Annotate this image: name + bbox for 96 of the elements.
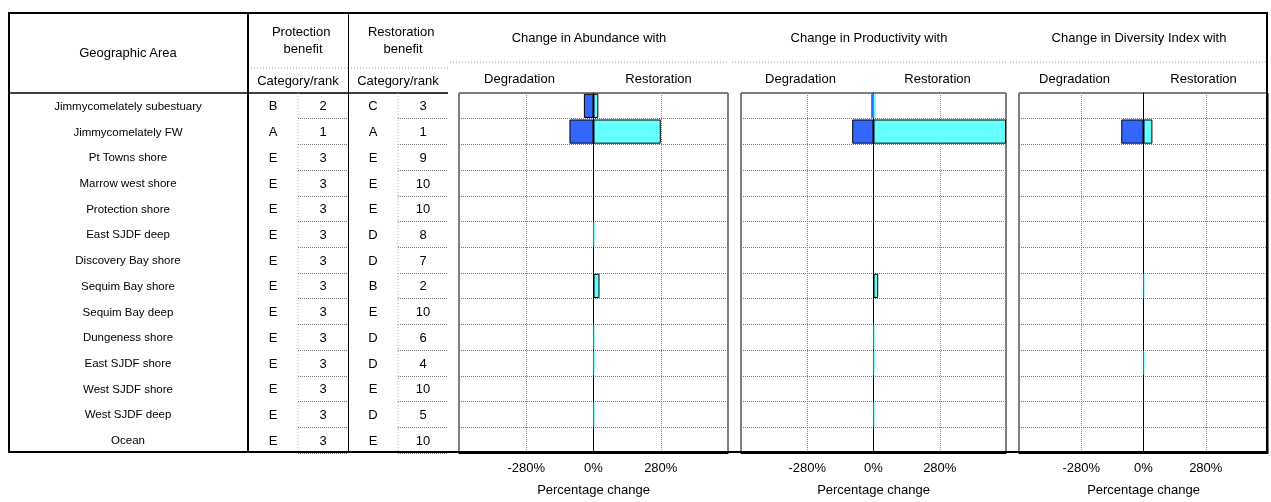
x-tick-label: -280% xyxy=(788,460,827,475)
category-label: C xyxy=(368,98,378,114)
category-label: Discovery Bay shore xyxy=(75,254,181,267)
text: 3 xyxy=(319,278,327,294)
category-label: East SJDF deep xyxy=(86,228,170,241)
chart-title: Change in Diversity Index with xyxy=(1051,29,1227,45)
category-label: A xyxy=(268,124,278,140)
x-tick-label: 280% xyxy=(1189,460,1223,475)
category-label: E xyxy=(268,406,278,422)
category-label: Jimmycomelately subestuary xyxy=(54,99,202,112)
category-label: E xyxy=(268,201,278,217)
text: 1 xyxy=(319,124,327,140)
text: Category/rank xyxy=(357,72,440,88)
text: 10 xyxy=(415,175,431,191)
category-label: E xyxy=(368,175,378,191)
category-label: B xyxy=(268,98,278,114)
x-tick-label: 280% xyxy=(923,460,957,475)
x-axis-title: Percentage change xyxy=(817,482,930,497)
category-label: E xyxy=(268,149,278,165)
category-label: West SJDF deep xyxy=(84,408,172,421)
text: 5 xyxy=(419,406,427,422)
category-label: E xyxy=(268,278,278,294)
text: Degradation xyxy=(484,70,555,86)
category-label: Sequim Bay shore xyxy=(81,279,175,292)
category-label: E xyxy=(268,252,278,268)
text: Restoration benefit xyxy=(367,24,439,56)
text: 3 xyxy=(319,355,327,371)
category-label: A xyxy=(368,124,378,140)
text: Geographic Area xyxy=(79,44,178,60)
text: 3 xyxy=(419,98,427,114)
category-label: B xyxy=(368,278,378,294)
category-label: E xyxy=(268,381,278,397)
category-label: E xyxy=(268,175,278,191)
category-label: D xyxy=(368,226,378,242)
text: 3 xyxy=(319,329,327,345)
text: 10 xyxy=(415,201,431,217)
text: 7 xyxy=(419,252,427,268)
x-tick-label: 280% xyxy=(644,460,678,475)
x-tick-label: 0% xyxy=(864,460,884,475)
category-label: Dungeness shore xyxy=(82,331,174,344)
category-label: D xyxy=(368,406,378,422)
category-label: Ocean xyxy=(111,434,145,447)
category-label: E xyxy=(268,329,278,345)
text: Category/rank xyxy=(257,72,340,88)
text: 2 xyxy=(319,98,327,114)
x-tick-label: 0% xyxy=(584,460,604,475)
text: Restoration xyxy=(904,70,971,86)
category-label: E xyxy=(268,432,278,448)
text: 3 xyxy=(319,175,327,191)
text: 3 xyxy=(319,432,327,448)
category-label: D xyxy=(368,355,378,371)
text: 6 xyxy=(419,329,427,345)
category-label: E xyxy=(268,226,278,242)
text: 3 xyxy=(319,252,327,268)
text: 3 xyxy=(319,304,327,320)
text: 8 xyxy=(419,226,427,242)
text: 3 xyxy=(319,381,327,397)
category-label: West SJDF shore xyxy=(83,382,173,395)
category-label: E xyxy=(368,201,378,217)
category-label: Pt Towns shore xyxy=(88,151,168,164)
category-label: Protection shore xyxy=(86,202,170,215)
text: 3 xyxy=(319,201,327,217)
text: 3 xyxy=(319,226,327,242)
text: 10 xyxy=(415,381,431,397)
category-label: E xyxy=(268,304,278,320)
text: Degradation xyxy=(765,70,836,86)
x-axis-title: Percentage change xyxy=(1087,482,1200,497)
x-tick-label: -280% xyxy=(1062,460,1101,475)
category-label: Marrow west shore xyxy=(79,177,177,189)
chart-title: Change in Abundance with xyxy=(511,29,667,45)
chart-title: Change in Productivity with xyxy=(790,29,948,45)
category-label: D xyxy=(368,329,378,345)
category-label: E xyxy=(368,304,378,320)
text: 10 xyxy=(415,432,431,448)
x-axis-title: Percentage change xyxy=(537,482,650,497)
category-label: Jimmycomelately FW xyxy=(73,125,183,138)
category-label: E xyxy=(368,432,378,448)
category-label: East SJDF shore xyxy=(84,357,172,369)
category-label: Sequim Bay deep xyxy=(82,305,174,318)
category-label: E xyxy=(268,355,278,371)
text: Degradation xyxy=(1039,70,1110,86)
text: 4 xyxy=(419,355,427,371)
text: 9 xyxy=(419,149,427,165)
text: Protection benefit xyxy=(271,24,335,56)
text: 3 xyxy=(319,406,327,422)
x-tick-label: 0% xyxy=(1134,460,1154,475)
text: 10 xyxy=(415,304,431,320)
category-label: D xyxy=(368,252,378,268)
text: Restoration xyxy=(625,70,692,86)
category-label: E xyxy=(368,381,378,397)
text: Restoration xyxy=(1170,70,1237,86)
category-label: E xyxy=(368,149,378,165)
text: 2 xyxy=(419,278,427,294)
text: 1 xyxy=(419,124,427,140)
text: 3 xyxy=(319,149,327,165)
x-tick-label: -280% xyxy=(507,460,546,475)
